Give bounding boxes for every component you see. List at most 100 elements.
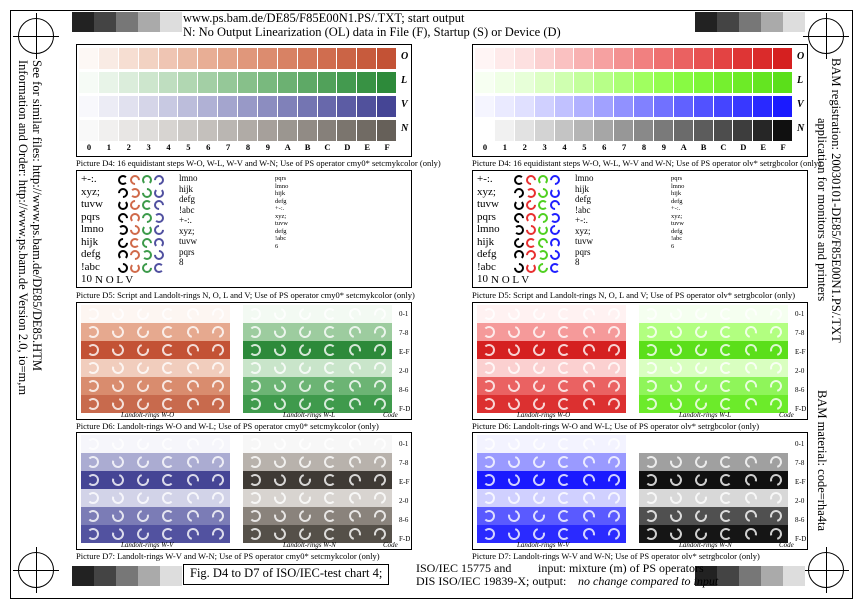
landolt-ring <box>558 510 570 522</box>
landolt-ring <box>483 510 495 522</box>
ring-cell <box>206 377 230 395</box>
landolt-ring <box>296 377 314 395</box>
script-word: +-:. <box>275 205 285 212</box>
d6-left-wl-label: Landolt-rings W-L <box>283 411 336 419</box>
ring-cell <box>293 489 317 507</box>
landolt-ring <box>767 377 785 395</box>
d6-right-code-label: Code <box>779 411 794 419</box>
swatch <box>357 48 378 69</box>
swatch <box>257 72 278 93</box>
landolt-ring <box>483 528 495 540</box>
ring-cell <box>739 305 763 323</box>
swatch <box>733 72 754 93</box>
ring-cell <box>81 341 105 359</box>
landolt-ring <box>151 198 167 213</box>
ring-band <box>243 359 392 377</box>
landolt-ring <box>526 262 536 273</box>
landolt-ring <box>109 359 127 377</box>
script-word: pqrs <box>671 175 683 182</box>
landolt-ring <box>580 471 598 489</box>
nolv-label-left: N O L V <box>95 274 134 286</box>
step-index-label: C <box>324 142 331 152</box>
landolt-ring <box>127 223 143 238</box>
landolt-ring <box>505 435 523 453</box>
landolt-ring <box>505 507 523 525</box>
swatch <box>377 72 397 93</box>
landolt-ring <box>550 237 560 248</box>
ring-code: 2-0 <box>399 497 409 505</box>
swatch <box>238 120 258 141</box>
ring-cell <box>343 305 367 323</box>
landolt-ring <box>605 341 623 359</box>
ring-cell <box>156 305 180 323</box>
ring-code: E-F <box>399 348 410 356</box>
swatch <box>118 96 139 117</box>
landolt-ring <box>109 507 127 525</box>
ring-cell <box>739 323 763 341</box>
landolt-ring <box>667 525 685 543</box>
footer-mid: ISO/IEC 15775 and DIS ISO/IEC 19839-X; o… <box>416 562 566 588</box>
registration-mark-bottom-right <box>803 547 849 593</box>
d5-left-panel: +-:. xyz; tuvw pqrs lmno hijk defg !abc 10 lmno h… <box>76 170 412 288</box>
landolt-ring <box>505 471 523 489</box>
ring-cell <box>477 359 501 377</box>
ring-band <box>81 507 230 525</box>
d7-left-wv-block <box>81 435 230 543</box>
ring-cell <box>689 507 713 525</box>
swatch <box>514 120 535 141</box>
swatch <box>178 72 199 93</box>
d6-left-code-label: Code <box>383 411 398 419</box>
landolt-ring <box>547 223 563 238</box>
ring-band <box>81 453 230 471</box>
landolt-ring <box>162 456 174 468</box>
ring-row <box>511 185 561 200</box>
landolt-ring <box>271 471 289 489</box>
landolt-ring <box>162 528 174 540</box>
landolt-ring <box>130 212 140 223</box>
swatch <box>337 48 358 69</box>
landolt-ring <box>346 359 364 377</box>
ring-cell <box>689 341 713 359</box>
landolt-ring <box>505 305 523 323</box>
ring-cell <box>293 435 317 453</box>
landolt-ring <box>346 341 364 359</box>
ring-cell <box>714 377 738 395</box>
landolt-ring <box>605 507 623 525</box>
landolt-ring <box>742 359 760 377</box>
caption-d7-left: Picture D7: Landolt-rings W-V and W-N; U… <box>76 551 380 561</box>
landolt-ring <box>139 235 155 250</box>
landolt-ring <box>645 492 657 504</box>
landolt-ring <box>511 260 527 275</box>
swatch <box>138 48 159 69</box>
landolt-ring <box>530 507 548 525</box>
left-vertical-text: See for similar files: http://www.ps.bam… <box>16 60 44 520</box>
ring-cell <box>714 453 738 471</box>
ring-band <box>639 377 788 395</box>
ring-cell <box>206 489 230 507</box>
ring-cell <box>689 305 713 323</box>
ring-cell <box>602 323 626 341</box>
landolt-ring <box>296 395 314 413</box>
ring-cell <box>106 377 130 395</box>
landolt-ring <box>580 453 598 471</box>
footer-mid-2: DIS ISO/IEC 19839-X; output: <box>416 574 567 588</box>
landolt-ring <box>605 305 623 323</box>
landolt-ring-grid-right <box>511 173 563 275</box>
landolt-ring <box>530 305 548 323</box>
landolt-ring <box>209 525 227 543</box>
step-index-label: 0 <box>482 142 488 152</box>
landolt-ring <box>550 262 560 273</box>
landolt-ring <box>767 305 785 323</box>
caption-d4-left: Picture D4: 16 equidistant steps W-O, W-… <box>76 158 441 168</box>
ring-cell <box>764 435 788 453</box>
landolt-ring-grid-left <box>115 173 167 275</box>
swatch <box>357 72 378 93</box>
landolt-ring <box>530 341 548 359</box>
ring-cell <box>106 305 130 323</box>
ring-cell <box>81 507 105 525</box>
swatch <box>713 96 734 117</box>
row-letter-n: N <box>401 123 409 134</box>
ring-cell <box>106 489 130 507</box>
ring-cell <box>552 359 576 377</box>
landolt-ring <box>87 492 99 504</box>
